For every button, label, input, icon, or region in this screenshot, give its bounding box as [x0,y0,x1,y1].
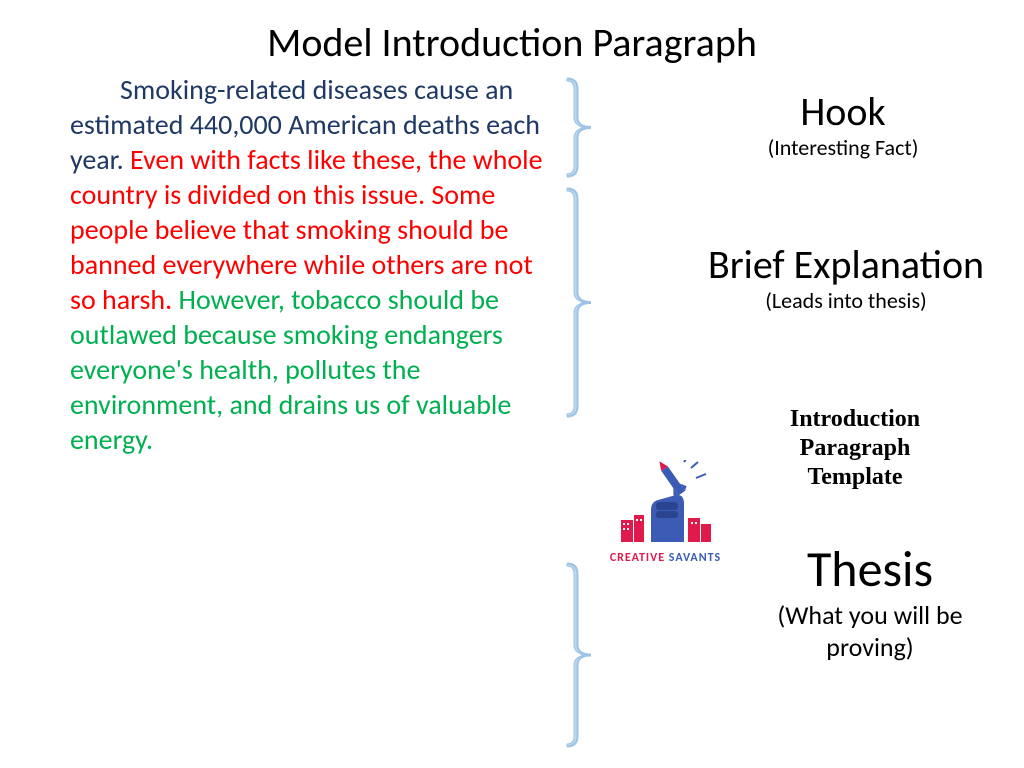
label-hook: Hook (Interesting Fact) [718,92,968,161]
fist-rocket-icon [616,460,716,550]
bracket-brief [565,185,595,420]
bracket-hook [565,75,595,180]
label-thesis: Thesis (What you will be proving) [740,545,1000,663]
bracket-thesis [565,560,595,750]
label-template-l1: Introduction [755,405,955,434]
label-hook-sub: (Interesting Fact) [718,134,968,161]
label-brief-title: Brief Explanation [706,245,986,285]
label-template-l2: Paragraph [755,434,955,463]
label-brief-sub: (Leads into thesis) [706,287,986,314]
label-thesis-sub: (What you will be proving) [740,599,1000,663]
page-title: Model Introduction Paragraph [0,0,1024,67]
logo-text: CREATIVE SAVANTS [583,551,748,565]
label-template: Introduction Paragraph Template [755,405,955,491]
label-thesis-title: Thesis [740,545,1000,595]
label-template-l3: Template [755,463,955,492]
label-brief: Brief Explanation (Leads into thesis) [706,245,986,314]
label-hook-title: Hook [718,92,968,132]
logo: CREATIVE SAVANTS [583,460,748,565]
paragraph-body: Smoking-related diseases cause an estima… [70,72,560,457]
